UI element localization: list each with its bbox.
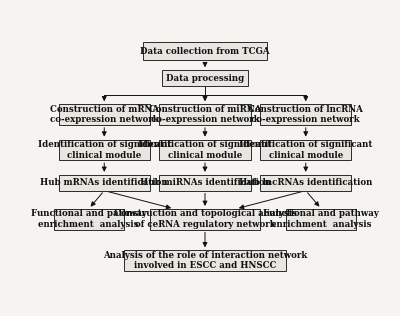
Text: Construction and topological analysis
of ceRNA regulatory network: Construction and topological analysis of… — [114, 210, 296, 229]
Text: Construction of mRNA
co-expression network: Construction of mRNA co-expression netwo… — [50, 105, 159, 124]
FancyBboxPatch shape — [143, 42, 267, 60]
FancyBboxPatch shape — [286, 209, 356, 229]
FancyBboxPatch shape — [260, 175, 352, 191]
Text: Functional and pathway
enrichment  analysis: Functional and pathway enrichment analys… — [263, 210, 379, 229]
Text: Functional and pathway
enrichment  analysis: Functional and pathway enrichment analys… — [31, 210, 147, 229]
Text: Identification of significant
clinical module: Identification of significant clinical m… — [38, 140, 171, 160]
Text: Hub lncRNAs identification: Hub lncRNAs identification — [239, 178, 372, 187]
FancyBboxPatch shape — [260, 104, 352, 125]
FancyBboxPatch shape — [159, 139, 251, 160]
FancyBboxPatch shape — [54, 209, 124, 229]
FancyBboxPatch shape — [58, 175, 150, 191]
Text: Identification of significant
clinical module: Identification of significant clinical m… — [239, 140, 372, 160]
FancyBboxPatch shape — [159, 104, 251, 125]
Text: Analysis of the role of interaction network
involved in ESCC and HNSCC: Analysis of the role of interaction netw… — [103, 251, 307, 270]
FancyBboxPatch shape — [260, 139, 352, 160]
FancyBboxPatch shape — [124, 250, 286, 271]
Text: Construction of miRNA
co-expression network: Construction of miRNA co-expression netw… — [149, 105, 261, 124]
FancyBboxPatch shape — [150, 209, 260, 229]
Text: Identification of significant
clinical module: Identification of significant clinical m… — [138, 140, 272, 160]
Text: Data processing: Data processing — [166, 74, 244, 82]
Text: Data collection from TCGA: Data collection from TCGA — [140, 47, 270, 56]
Text: Hub miRNAs identification: Hub miRNAs identification — [140, 178, 270, 187]
FancyBboxPatch shape — [58, 104, 150, 125]
Text: Hub mRNAs identification: Hub mRNAs identification — [40, 178, 168, 187]
Text: Construction of lncRNA
co-expression network: Construction of lncRNA co-expression net… — [248, 105, 363, 124]
FancyBboxPatch shape — [162, 70, 248, 86]
FancyBboxPatch shape — [58, 139, 150, 160]
FancyBboxPatch shape — [159, 175, 251, 191]
